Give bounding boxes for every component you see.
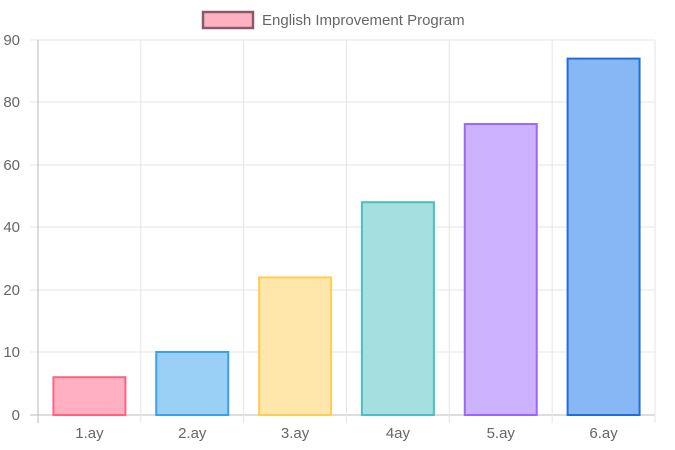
- legend[interactable]: English Improvement Program: [201, 10, 465, 30]
- x-tick-label: 1.ay: [75, 425, 104, 442]
- y-tick-label: 10: [3, 344, 20, 361]
- x-tick-label: 4ay: [386, 425, 411, 442]
- bar-3-ay[interactable]: [258, 276, 333, 416]
- bars: [52, 57, 641, 417]
- x-tick-label: 6.ay: [589, 425, 618, 442]
- y-tick-label: 40: [3, 219, 20, 236]
- x-tick-label: 2.ay: [178, 425, 207, 442]
- legend-label[interactable]: English Improvement Program: [262, 12, 465, 29]
- bar-2-ay[interactable]: [155, 351, 230, 416]
- y-tick-label: 20: [3, 282, 20, 299]
- legend-swatch[interactable]: [201, 10, 255, 30]
- y-tick-label: 80: [3, 94, 20, 111]
- bar-5-ay[interactable]: [463, 123, 538, 417]
- x-tick-label: 5.ay: [487, 425, 516, 442]
- y-tick-label: 60: [3, 157, 20, 174]
- x-axis: 1.ay 2.ay 3.ay 4ay 5.ay 6.ay: [75, 425, 618, 442]
- y-axis: 0 10 20 40 60 80 90: [3, 32, 20, 424]
- y-tick-label: 90: [3, 32, 20, 49]
- bar-6-ay[interactable]: [566, 57, 641, 416]
- x-tick-label: 3.ay: [281, 425, 310, 442]
- bar-4ay[interactable]: [360, 201, 435, 416]
- grid: [30, 39, 656, 423]
- y-tick-label: 0: [12, 407, 20, 424]
- bar-1-ay[interactable]: [52, 376, 127, 417]
